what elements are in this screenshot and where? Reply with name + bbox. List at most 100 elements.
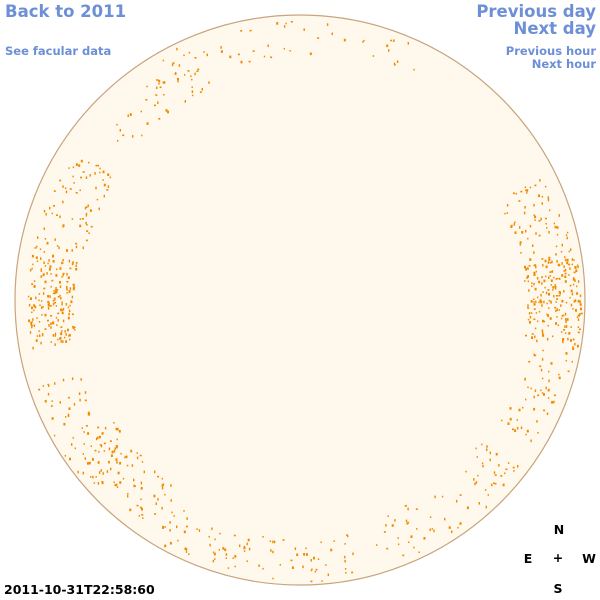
facula-speck	[527, 267, 529, 269]
facula-speck	[65, 303, 68, 306]
facula-speck	[84, 457, 86, 460]
facula-speck	[157, 101, 159, 104]
facula-speck	[533, 318, 536, 321]
facula-speck	[43, 209, 46, 213]
facula-speck	[87, 411, 90, 414]
facula-speck	[102, 179, 104, 181]
facula-speck	[547, 397, 550, 399]
facula-speck	[457, 526, 459, 529]
facula-speck	[88, 461, 91, 465]
facula-speck	[552, 335, 554, 338]
facula-speck	[538, 280, 541, 284]
facula-speck	[541, 202, 543, 205]
facula-speck	[554, 287, 557, 290]
facula-speck	[82, 471, 84, 475]
facula-speck	[561, 262, 563, 265]
facula-speck	[551, 270, 553, 273]
facula-speck	[61, 330, 63, 332]
facula-speck	[580, 312, 583, 315]
facula-speck	[550, 284, 552, 286]
facula-speck	[69, 338, 71, 341]
facula-speck	[518, 200, 521, 202]
facula-speck	[237, 53, 240, 56]
facula-speck	[549, 209, 551, 212]
facula-speck	[561, 299, 564, 303]
facula-speck	[514, 429, 517, 432]
facula-speck	[516, 426, 519, 430]
facula-speck	[68, 309, 71, 313]
facula-speck	[42, 273, 45, 275]
facula-speck	[82, 246, 84, 250]
facula-speck	[116, 461, 118, 464]
facula-speck	[201, 88, 203, 91]
see-facular-data-link[interactable]: See facular data	[5, 44, 112, 58]
facula-speck	[164, 493, 166, 496]
facula-speck	[566, 236, 568, 240]
facula-speck	[196, 70, 199, 72]
facula-speck	[50, 322, 52, 326]
facula-speck	[565, 359, 567, 362]
facula-speck	[535, 300, 537, 304]
facula-speck	[89, 174, 91, 177]
facula-speck	[47, 305, 50, 307]
facula-speck	[57, 296, 60, 298]
next-hour-link[interactable]: Next hour	[531, 57, 596, 71]
facula-speck	[544, 286, 546, 289]
facula-speck	[568, 263, 571, 266]
facula-speck	[141, 461, 144, 463]
facula-speck	[541, 304, 543, 307]
facula-speck	[406, 522, 409, 525]
facula-speck	[62, 224, 65, 227]
facula-speck	[528, 265, 531, 267]
facula-speck	[43, 287, 46, 290]
facula-speck	[429, 516, 432, 518]
facula-speck	[249, 29, 252, 32]
back-to-year-link[interactable]: Back to 2011	[5, 2, 127, 21]
facula-speck	[537, 432, 539, 434]
facula-speck	[162, 483, 164, 486]
facula-speck	[565, 352, 568, 355]
facula-speck	[96, 437, 98, 441]
facula-speck	[67, 306, 70, 309]
facula-speck	[140, 498, 142, 501]
facula-speck	[103, 442, 106, 445]
facula-speck	[117, 427, 119, 431]
previous-day-link[interactable]: Previous day	[476, 2, 596, 21]
facula-speck	[507, 462, 510, 464]
facula-speck	[309, 52, 312, 56]
observation-timestamp: 2011-10-31T22:58:60	[4, 582, 155, 597]
facula-speck	[514, 231, 517, 234]
facula-speck	[558, 294, 561, 297]
facula-speck	[44, 328, 47, 330]
facula-speck	[33, 309, 35, 312]
facula-speck	[547, 314, 550, 317]
facula-speck	[56, 268, 58, 271]
facula-speck	[565, 318, 567, 320]
next-day-link[interactable]: Next day	[513, 19, 596, 38]
facula-speck	[247, 538, 250, 542]
facula-speck	[554, 306, 557, 309]
facula-speck	[571, 263, 573, 266]
facula-speck	[89, 209, 92, 212]
facula-speck	[542, 319, 544, 323]
facula-speck	[69, 267, 72, 270]
facula-speck	[556, 308, 558, 311]
previous-hour-link[interactable]: Previous hour	[505, 44, 596, 58]
facula-speck	[532, 244, 534, 247]
facula-speck	[546, 302, 548, 305]
facula-speck	[52, 334, 54, 337]
facula-speck	[548, 370, 550, 373]
facula-speck	[577, 280, 580, 283]
facula-speck	[43, 227, 45, 230]
facula-speck	[46, 272, 48, 275]
facula-speck	[214, 538, 216, 541]
facula-speck	[59, 179, 62, 182]
facula-speck	[115, 427, 118, 431]
facula-speck	[558, 376, 561, 380]
facula-speck	[111, 450, 114, 454]
facula-speck	[40, 341, 42, 345]
facula-speck	[84, 399, 87, 402]
facula-speck	[177, 539, 179, 542]
facula-speck	[54, 343, 56, 346]
facula-speck	[98, 435, 101, 439]
